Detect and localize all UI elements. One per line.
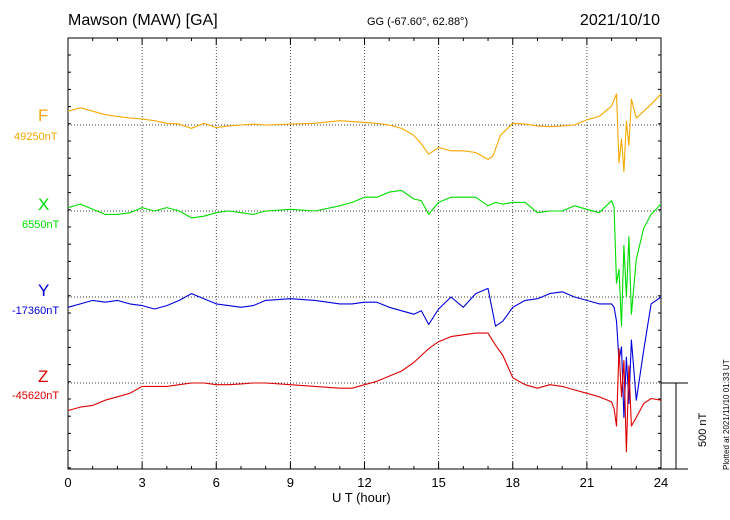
x-tick-label-15: 15 [431,475,445,490]
component-name-x: X [38,195,50,214]
x-tick-label-9: 9 [287,475,294,490]
chart-date: 2021/10/10 [579,12,660,29]
x-tick-label-6: 6 [213,475,220,490]
x-tick-label-21: 21 [580,475,594,490]
x-tick-label-0: 0 [64,475,71,490]
x-tick-label-24: 24 [654,475,668,490]
trace-z [67,332,662,453]
station-title: Mawson (MAW) [GA] [68,12,218,29]
component-baseline-x: 6550nT [22,219,60,231]
x-axis-label: U T (hour) [332,490,391,505]
component-name-y: Y [38,281,50,300]
component-baseline-f: 49250nT [14,131,58,143]
scale-bar-label: 500 nT [697,412,709,447]
component-name-f: F [38,106,49,125]
x-tick-labels: 0 3 6 9 12 15 18 21 24 [64,475,668,490]
trace-f [67,93,662,172]
component-name-z: Z [38,367,49,386]
x-tick-label-12: 12 [357,475,371,490]
data-traces [67,93,662,453]
scale-bar [661,382,688,470]
tick-marks [67,38,662,469]
x-tick-label-3: 3 [139,475,146,490]
grid-lines [141,38,588,469]
trace-x [67,189,662,327]
component-baseline-z: -45620nT [12,390,60,402]
station-coordinates: GG (-67.60°, 62.88°) [367,16,469,28]
component-baseline-y: -17360nT [12,305,60,317]
x-tick-label-18: 18 [506,475,520,490]
plotted-timestamp: Plotted at 2021/11/10 01:33 UT [722,359,730,470]
